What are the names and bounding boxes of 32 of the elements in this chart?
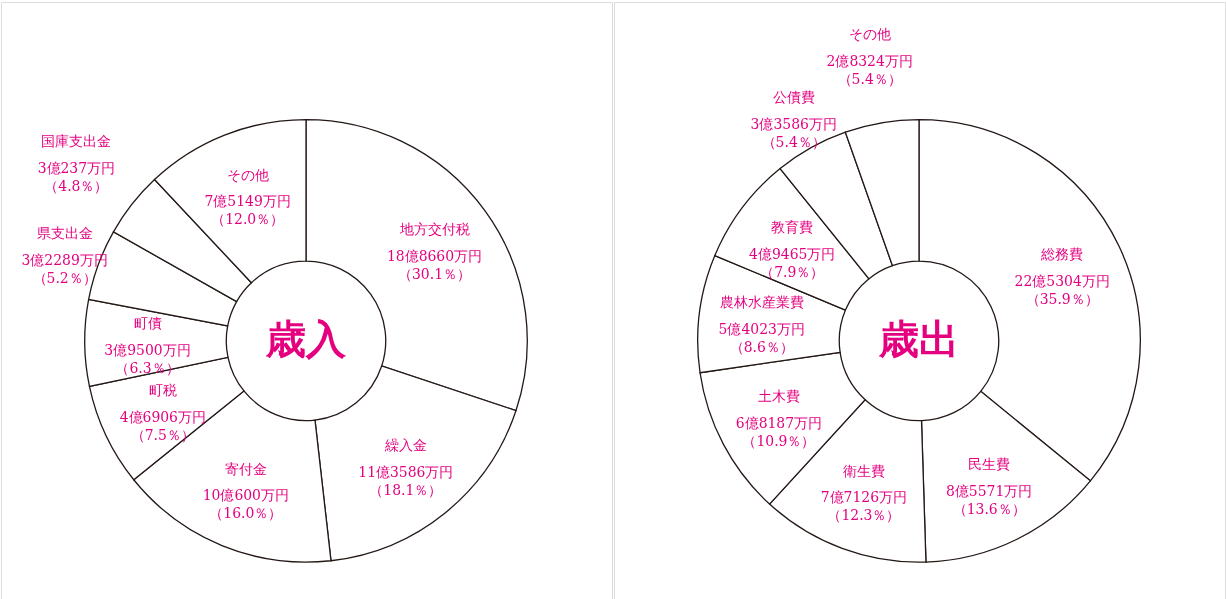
slice-label: 寄付金 (224, 460, 267, 477)
data-label: 10億600万円（16.0％） (202, 487, 289, 522)
data-label: 2億8324万円（5.4％） (826, 52, 913, 87)
data-label: 3億3586万円（5.4％） (750, 116, 837, 151)
slice-label: 国庫支出金 (41, 133, 112, 150)
slice-label: 地方交付税 (398, 221, 470, 238)
slice-label: 土木費 (757, 388, 800, 405)
data-label: 7億5149万円（12.0％） (204, 193, 291, 228)
slice-label: 総務費 (1040, 245, 1084, 262)
slice-label: 農林水産業費 (719, 294, 804, 311)
slice-label: 公債費 (772, 89, 815, 106)
slice-label: 町債 (133, 315, 162, 332)
slice-label: 民生費 (968, 456, 1011, 473)
data-label: 3億237万円（4.8％） (37, 160, 116, 195)
slice-label: 繰入金 (383, 436, 427, 453)
slice-label: その他 (226, 166, 269, 183)
slice-label: 県支出金 (36, 225, 93, 242)
data-label: 7億7126万円（12.3％） (820, 489, 908, 524)
slice-label: 教育費 (771, 218, 814, 235)
slice-label: 衛生費 (842, 462, 885, 479)
text: 歳出 (878, 315, 959, 362)
data-label: 6億8187万円（10.9％） (735, 414, 823, 449)
data-label: 22億5304万円（35.9％） (1014, 272, 1110, 307)
data-label: 18億8660万円（30.1％） (386, 248, 483, 283)
slice-label: 町税 (148, 381, 177, 398)
data-label: 11億3586万円（18.1％） (358, 463, 454, 498)
data-label: 4億9465万円（7.9％） (749, 245, 836, 280)
data-label: 5億4023万円（8.6％） (718, 320, 805, 355)
data-label: 4億6906万円（7.5％） (119, 408, 206, 443)
text: 歳入 (265, 315, 347, 362)
data-label: 8億5571万円（13.6％） (946, 482, 1033, 517)
slice-label: その他 (848, 26, 891, 43)
